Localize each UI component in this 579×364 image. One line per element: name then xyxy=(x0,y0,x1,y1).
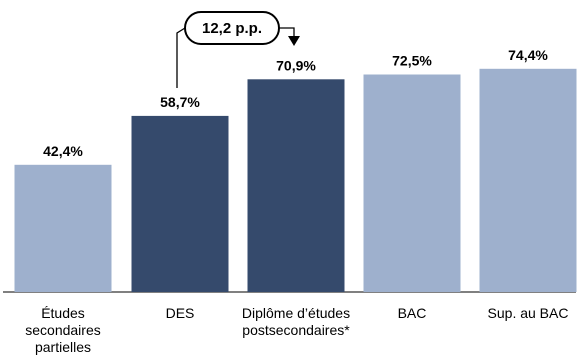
value-label-5: 74,4% xyxy=(508,47,548,63)
annotation-connector xyxy=(176,27,186,88)
category-label-4: BAC xyxy=(397,305,427,321)
annotation-arrow-line xyxy=(279,27,295,38)
category-label-2: DES xyxy=(165,305,195,321)
annotation-arrowhead xyxy=(288,36,300,46)
category-label-5: Sup. au BAC xyxy=(487,305,569,321)
bar-3 xyxy=(247,79,345,292)
bar-1 xyxy=(14,164,112,292)
value-label-2: 58,7% xyxy=(160,94,200,110)
value-label-4: 72,5% xyxy=(392,53,432,69)
category-label-1: Études secondaires partielles xyxy=(25,305,101,355)
annotation-bubble xyxy=(184,11,280,45)
bars-group xyxy=(14,68,577,293)
bar-5 xyxy=(479,68,577,292)
difference-annotation: 12,2 p.p. xyxy=(176,11,300,88)
value-labels-group: 42,4% 58,7% 70,9% 72,5% 74,4% xyxy=(43,47,548,159)
category-label-3: Diplôme d’études postsecondaires* xyxy=(241,305,351,338)
bar-2 xyxy=(131,115,229,293)
annotation-text: 12,2 p.p. xyxy=(202,20,262,37)
value-label-3: 70,9% xyxy=(276,57,316,73)
value-label-1: 42,4% xyxy=(43,143,83,159)
bar-4 xyxy=(363,74,461,292)
